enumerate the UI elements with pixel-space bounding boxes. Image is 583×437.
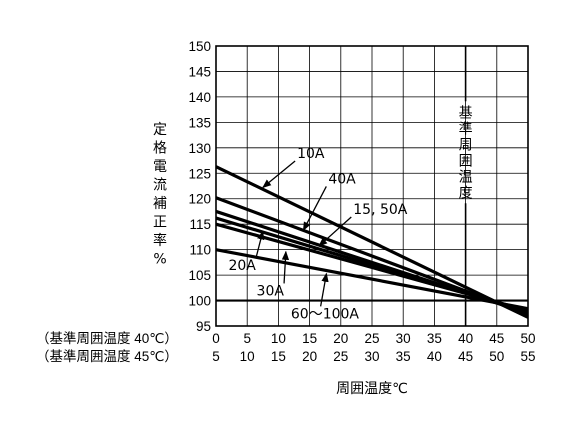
x-tick-label: 40 bbox=[427, 349, 442, 364]
x-tick-label: 45 bbox=[458, 349, 473, 364]
y-tick-label: 110 bbox=[189, 243, 211, 258]
x-tick-label: 45 bbox=[489, 331, 504, 346]
x-row-caption: （基準周囲温度 40℃） bbox=[36, 330, 178, 346]
series-line-10A bbox=[215, 165, 529, 319]
y-label-char: 電 bbox=[153, 159, 167, 175]
annotation-30A: 30A bbox=[257, 283, 285, 299]
y-label-char: 格 bbox=[153, 141, 167, 157]
y-tick-labels: 95 100 105 110 115 120 125 130 135 140 145 150 bbox=[188, 39, 211, 334]
x-tick-label: 20 bbox=[333, 331, 348, 346]
ref-line-label-char: 温 bbox=[459, 169, 473, 185]
x-tick-label: 15 bbox=[271, 349, 286, 364]
annotation-arrow bbox=[262, 160, 296, 189]
x-tick-label: 5 bbox=[243, 331, 251, 346]
series-line-30A bbox=[215, 222, 529, 313]
x-tick-label: 25 bbox=[333, 349, 348, 364]
y-label-char: 流 bbox=[153, 178, 167, 194]
y-tick-label: 125 bbox=[188, 166, 211, 181]
y-label-char: 正 bbox=[153, 215, 167, 231]
annotation-arrow bbox=[319, 272, 329, 307]
annotation-40A: 40A bbox=[328, 171, 356, 187]
x-tick-rows: （基準周囲温度 40℃） 0 5 10 15 20 25 30 35 40 45 50 （基準周囲温度 … bbox=[36, 330, 536, 364]
x-tick-label: 30 bbox=[364, 349, 379, 364]
annotation-arrow bbox=[302, 186, 327, 232]
x-tick-label: 5 bbox=[212, 349, 220, 364]
ref-line-label-char: 準 bbox=[459, 121, 473, 137]
annotation-20A: 20A bbox=[228, 258, 256, 274]
x-tick-label: 25 bbox=[364, 331, 379, 346]
x-tick-label: 35 bbox=[427, 331, 442, 346]
ref-line-label-char: 囲 bbox=[459, 153, 473, 169]
ref-line-label-char: 周 bbox=[459, 137, 473, 153]
y-tick-label: 135 bbox=[188, 115, 211, 130]
y-label-char: 定 bbox=[153, 122, 167, 138]
y-tick-label: 145 bbox=[188, 64, 211, 79]
y-label-char: 率 bbox=[153, 232, 167, 249]
x-tick-label: 50 bbox=[489, 349, 504, 364]
annotation-10A: 10A bbox=[297, 146, 325, 162]
y-tick-label: 120 bbox=[188, 192, 211, 207]
x-tick-label: 20 bbox=[302, 349, 317, 364]
x-row-caption: （基準周囲温度 45℃） bbox=[36, 348, 178, 364]
x-tick-label: 10 bbox=[240, 349, 255, 364]
ref-line-label-char: 度 bbox=[459, 185, 473, 201]
y-label-char: % bbox=[153, 252, 166, 268]
x-tick-label: 50 bbox=[520, 331, 535, 346]
ref-line-label-char: 基 bbox=[459, 104, 473, 121]
y-tick-label: 100 bbox=[188, 294, 211, 309]
x-tick-label: 35 bbox=[396, 349, 411, 364]
x-tick-label: 15 bbox=[302, 331, 317, 346]
annotation-60～100A: 60～100A bbox=[291, 306, 360, 322]
y-tick-label: 95 bbox=[196, 319, 211, 334]
x-tick-label: 55 bbox=[520, 349, 535, 364]
y-tick-label: 140 bbox=[188, 90, 211, 105]
annotation-arrow bbox=[281, 250, 290, 284]
y-tick-label: 150 bbox=[188, 39, 211, 54]
reference-line: 基準周囲温度 bbox=[459, 46, 473, 326]
annotation-arrow bbox=[318, 216, 352, 247]
series-line-60～100A bbox=[215, 248, 529, 311]
annotation-15, 50A: 15, 50A bbox=[353, 202, 408, 218]
x-tick-label: 40 bbox=[458, 331, 473, 346]
y-label-char: 補 bbox=[153, 196, 167, 212]
y-tick-label: 130 bbox=[188, 141, 211, 156]
y-tick-label: 115 bbox=[189, 217, 211, 232]
y-tick-label: 105 bbox=[188, 268, 211, 283]
plot-frame bbox=[215, 45, 529, 327]
series-lines bbox=[215, 165, 529, 319]
x-tick-label: 10 bbox=[271, 331, 286, 346]
x-tick-label: 0 bbox=[212, 331, 220, 346]
x-axis-label: 周囲温度℃ bbox=[336, 381, 408, 397]
x-tick-label: 30 bbox=[396, 331, 411, 346]
annotation-arrow bbox=[255, 230, 265, 259]
